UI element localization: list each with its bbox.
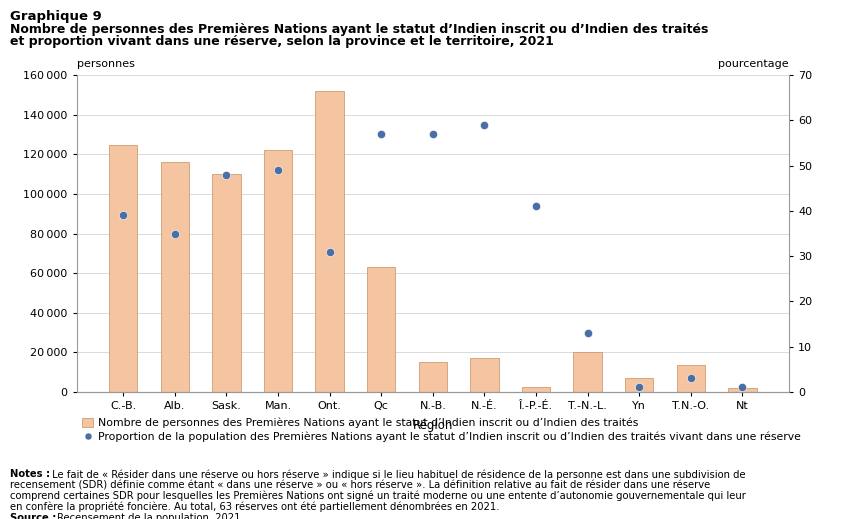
Text: recensement (SDR) définie comme étant « dans une réserve » ou « hors réserve ». : recensement (SDR) définie comme étant « … (10, 480, 711, 490)
Point (168, 229, 181, 238)
Text: Notes :: Notes : (10, 469, 50, 479)
Point (632, 383, 646, 391)
Point (374, 130, 388, 138)
Bar (573, 352, 602, 392)
Legend: Nombre de personnes des Premières Nations ayant le statut d’Indien inscrit ou d’: Nombre de personnes des Premières Nation… (82, 418, 801, 442)
Bar (264, 151, 292, 392)
Point (271, 166, 285, 174)
Bar (676, 365, 705, 392)
Point (220, 171, 233, 179)
Text: Nombre de personnes des Premières Nations ayant le statut d’Indien inscrit ou d’: Nombre de personnes des Premières Nation… (10, 23, 709, 36)
Point (529, 202, 543, 211)
Text: Recensement de la population, 2021.: Recensement de la population, 2021. (54, 513, 244, 519)
Bar (212, 174, 240, 392)
Text: en confère la propriété foncière. Au total, 63 réserves ont été partiellement dé: en confère la propriété foncière. Au tot… (10, 502, 500, 512)
Bar (315, 91, 344, 392)
Bar (109, 144, 137, 392)
Text: Source :: Source : (10, 513, 56, 519)
X-axis label: Région: Région (412, 419, 453, 432)
Bar (161, 162, 189, 392)
Text: comprend certaines SDR pour lesquelles les Premières Nations ont signé un traité: comprend certaines SDR pour lesquelles l… (10, 491, 746, 501)
Bar (418, 362, 447, 392)
Point (426, 130, 440, 138)
Point (323, 248, 337, 256)
Bar (728, 388, 757, 392)
Bar (625, 378, 653, 392)
Text: pourcentage: pourcentage (718, 59, 789, 69)
Point (478, 121, 492, 129)
Bar (521, 387, 550, 392)
Point (581, 329, 595, 337)
Text: Graphique 9: Graphique 9 (10, 10, 102, 23)
Text: personnes: personnes (77, 59, 135, 69)
Bar (470, 358, 498, 392)
Point (117, 211, 130, 220)
Point (684, 374, 698, 383)
Point (735, 383, 749, 391)
Text: et proportion vivant dans une réserve, selon la province et le territoire, 2021: et proportion vivant dans une réserve, s… (10, 35, 554, 48)
Bar (367, 267, 395, 392)
Text: Le fait de « Résider dans une réserve ou hors réserve » indique si le lieu habit: Le fait de « Résider dans une réserve ou… (49, 469, 746, 480)
